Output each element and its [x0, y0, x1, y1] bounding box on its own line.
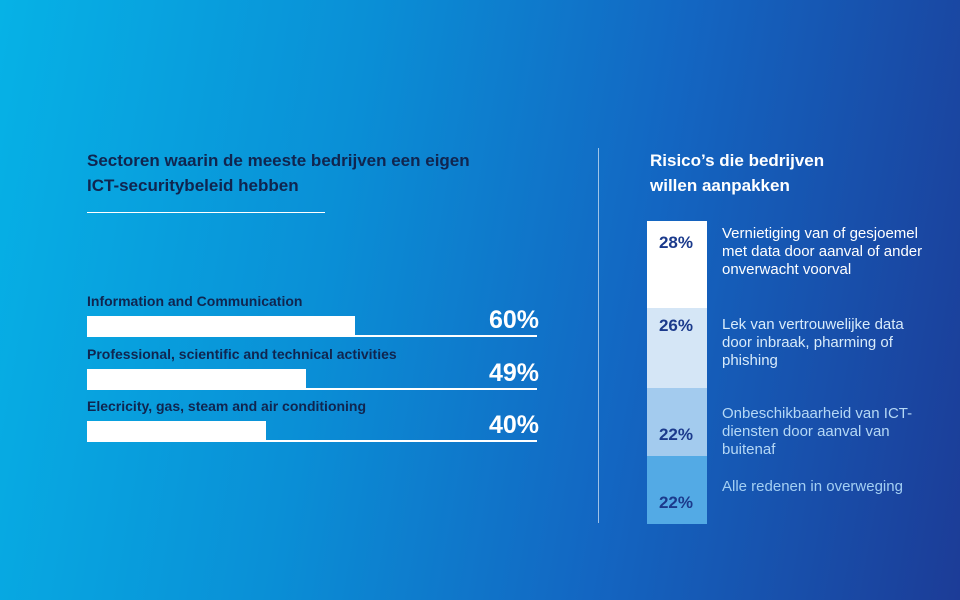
stack-segment-label: Onbeschikbaarheid van ICT-diensten door … [722, 405, 913, 458]
bar [87, 369, 307, 389]
stack-segment [647, 455, 707, 524]
stack-segment [647, 307, 707, 388]
stack-segment-value: 28% [658, 233, 693, 252]
stack-segment-label: Lek van vertrouwelijke data door inbraak… [722, 316, 904, 369]
bar [87, 421, 266, 441]
left-title-underline [87, 212, 325, 213]
stack-segment-value: 22% [658, 492, 693, 512]
stack-segment-label: Vernietiging van of gesjoemel met data d… [722, 225, 923, 278]
left-chart-title: Sectoren waarin de meeste bedrijven een … [87, 151, 470, 195]
column-divider [598, 148, 599, 523]
bar-value-label: 60% [488, 306, 539, 334]
stack-segment [647, 221, 707, 308]
bar-label: Elecricity, gas, steam and air condition… [87, 398, 367, 414]
bar-baseline [87, 440, 537, 442]
stack-segment-label: Alle redenen in overweging [722, 478, 903, 495]
stack-segment-value: 22% [658, 424, 693, 444]
bar-value-label: 40% [488, 411, 539, 439]
bar-value-label: 49% [488, 359, 539, 387]
bar-baseline [87, 388, 537, 390]
stack-segment-value: 26% [658, 315, 693, 335]
bar-label: Information and Communication [87, 293, 303, 309]
bar-label: Professional, scientific and technical a… [87, 346, 397, 362]
bar-baseline [87, 335, 537, 337]
right-chart-title: Risico’s die bedrijven willen aanpakken [650, 151, 825, 195]
stack-segment [647, 387, 707, 456]
bar [87, 316, 356, 336]
